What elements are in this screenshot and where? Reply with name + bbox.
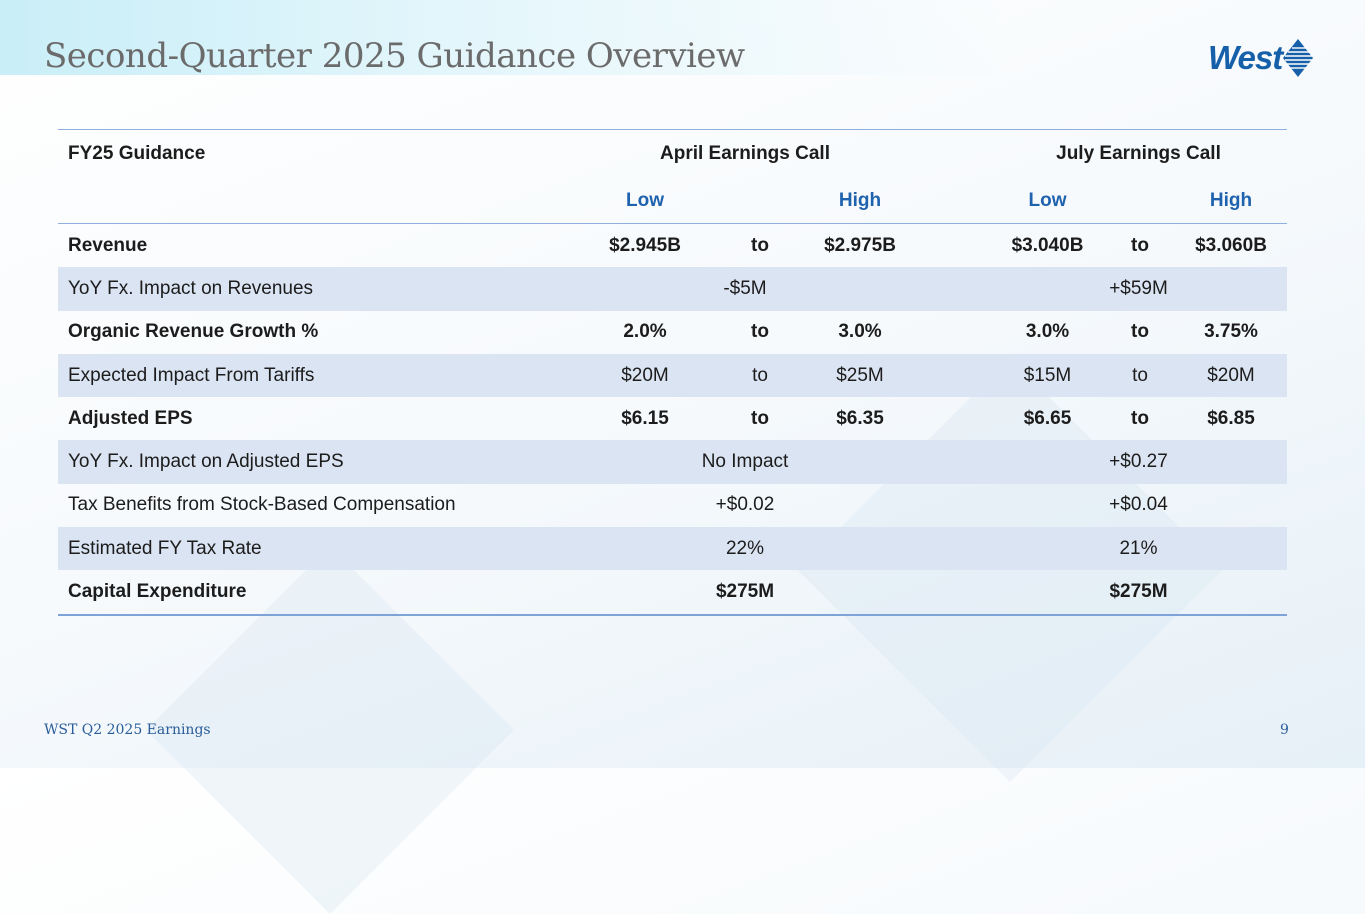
april-value: -$5M: [723, 277, 767, 299]
title-band: [0, 0, 1000, 75]
west-logo: West: [1208, 38, 1314, 78]
row-label: YoY Fx. Impact on Revenues: [68, 277, 314, 299]
july-low-value: 3.0%: [1025, 321, 1070, 343]
subheader-july-low: Low: [1028, 189, 1067, 211]
range-separator: to: [1132, 364, 1148, 386]
april-low-value: $2.945B: [609, 234, 681, 256]
july-value: +$0.27: [1109, 451, 1168, 473]
header-april: April Earnings Call: [660, 143, 830, 164]
diamond-logo-icon: [1283, 39, 1314, 77]
july-low-value: $6.65: [1023, 407, 1072, 429]
table-row: Capital Expenditure $275M $275M: [58, 570, 1287, 613]
row-label: YoY Fx. Impact on Adjusted EPS: [68, 451, 344, 473]
july-value: +$0.04: [1109, 494, 1168, 516]
range-separator: to: [751, 234, 769, 256]
april-high-value: $2.975B: [824, 234, 896, 256]
table-row: Revenue $2.945B to $2.975B $3.040B to $3.060B: [58, 224, 1287, 267]
row-label: Estimated FY Tax Rate: [68, 537, 262, 559]
row-label: Expected Impact From Tariffs: [68, 364, 315, 386]
row-label: Tax Benefits from Stock-Based Compensati…: [68, 494, 456, 516]
range-separator: to: [751, 321, 769, 343]
range-separator: to: [1131, 234, 1149, 256]
april-low-value: 2.0%: [623, 321, 667, 343]
july-high-value: $6.85: [1207, 407, 1255, 429]
july-value: 21%: [1119, 537, 1158, 559]
july-high-value: $3.060B: [1195, 234, 1267, 256]
range-separator: to: [752, 364, 768, 386]
april-low-value: $6.15: [621, 407, 669, 429]
row-label: Revenue: [68, 234, 148, 256]
row-label: Organic Revenue Growth %: [68, 321, 319, 343]
april-low-value: $20M: [621, 364, 669, 386]
april-value: 22%: [725, 537, 765, 559]
slide-title: Second-Quarter 2025 Guidance Overview: [44, 36, 745, 76]
table-header-row: FY25 Guidance April Earnings Call July E…: [58, 130, 1287, 178]
july-low-value: $15M: [1023, 364, 1072, 386]
range-separator: to: [751, 407, 769, 429]
table-row: Adjusted EPS $6.15 to $6.35 $6.65 to $6.85: [58, 397, 1287, 440]
footer-text: WST Q2 2025 Earnings: [44, 722, 211, 738]
april-high-value: $6.35: [836, 407, 884, 429]
subheader-april-high: High: [838, 189, 882, 211]
range-separator: to: [1131, 407, 1149, 429]
page-number: 9: [1280, 722, 1289, 738]
april-high-value: 3.0%: [838, 321, 882, 343]
row-label: Adjusted EPS: [68, 407, 193, 429]
row-label: Capital Expenditure: [68, 581, 247, 603]
table-row: Expected Impact From Tariffs $20M to $25M $1…: [58, 353, 1287, 398]
table-row: Tax Benefits from Stock-Based Compensati…: [58, 484, 1287, 527]
july-value: $275M: [1109, 581, 1168, 603]
table-row: Organic Revenue Growth % 2.0% to 3.0% 3.0% to…: [58, 311, 1287, 354]
table-subheader-row: Low High Low High: [58, 178, 1287, 224]
april-value: No Impact: [701, 451, 789, 473]
july-value: +$59M: [1109, 277, 1168, 299]
header-july: July Earnings Call: [1056, 143, 1221, 164]
subheader-april-low: Low: [626, 189, 664, 211]
table-row: Estimated FY Tax Rate 22% 21%: [58, 527, 1287, 571]
guidance-table: FY25 Guidance April Earnings Call July E…: [58, 129, 1287, 616]
july-high-value: $20M: [1207, 364, 1255, 386]
table-row: YoY Fx. Impact on Adjusted EPS No Impact +…: [58, 440, 1287, 484]
april-value: $275M: [715, 581, 775, 603]
table-row: YoY Fx. Impact on Revenues -$5M +$59M: [58, 267, 1287, 311]
subheader-july-high: High: [1209, 189, 1253, 211]
range-separator: to: [1131, 321, 1149, 343]
july-low-value: $3.040B: [1011, 234, 1084, 256]
header-label: FY25 Guidance: [68, 143, 206, 164]
july-high-value: 3.75%: [1204, 321, 1258, 343]
logo-text: West: [1208, 39, 1283, 76]
april-value: +$0.02: [715, 494, 775, 516]
april-high-value: $25M: [836, 364, 884, 386]
